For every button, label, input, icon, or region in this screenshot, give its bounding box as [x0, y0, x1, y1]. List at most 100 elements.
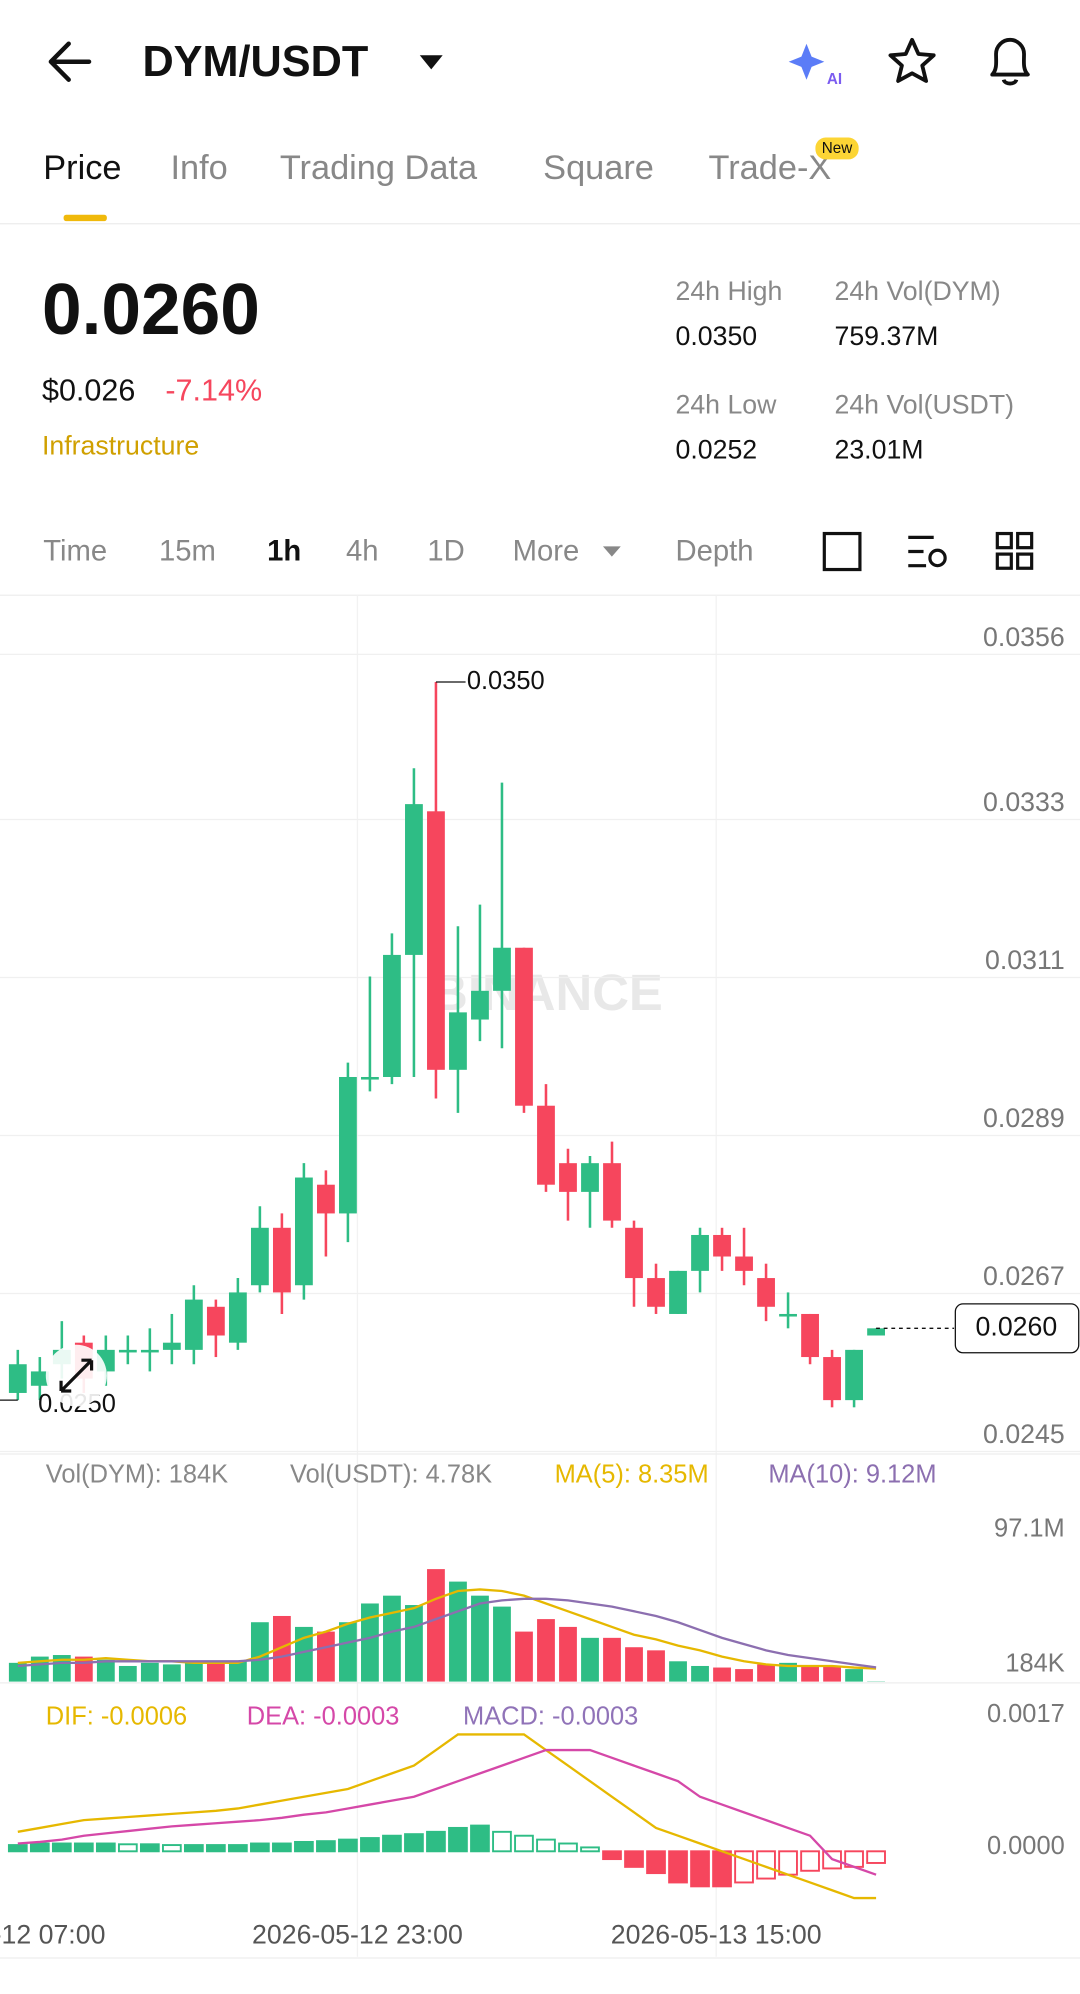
volume-bar	[30, 1656, 49, 1682]
ma10-line	[17, 1597, 877, 1669]
candle-body	[339, 1076, 357, 1214]
candle-body	[537, 1105, 555, 1185]
volume-bar	[228, 1661, 247, 1682]
volume-bar	[757, 1664, 775, 1682]
tab[interactable]: Square	[543, 149, 654, 187]
interval[interactable]: More	[513, 534, 580, 567]
macd-bar	[7, 1844, 28, 1853]
interval-bar: Time 15m 1h 4h 1D More Depth	[43, 534, 753, 567]
stat-label: 24h Vol(USDT)	[834, 389, 1014, 419]
price-tick-label: 0.0289	[983, 1103, 1065, 1133]
dea-line	[17, 1748, 877, 1876]
dif-line	[17, 1733, 877, 1900]
tab-bar: Price Info Trading Data Square Trade-X	[43, 149, 831, 187]
volume-bar	[515, 1631, 533, 1682]
candle-body	[449, 1012, 467, 1070]
macd-bar	[184, 1844, 204, 1853]
indicator-icon[interactable]	[908, 535, 934, 568]
macd-bar	[250, 1842, 270, 1853]
interval[interactable]: 15m	[159, 534, 216, 567]
fullscreen-icon[interactable]	[822, 531, 862, 572]
tab[interactable]: Trade-X	[709, 149, 832, 187]
volume-bar	[735, 1669, 753, 1682]
macd-bar	[514, 1834, 534, 1853]
candle-body	[317, 1184, 335, 1214]
tab[interactable]: Price	[43, 149, 121, 187]
macd-bar	[668, 1850, 688, 1884]
candle-body	[647, 1278, 665, 1307]
macd-bar	[73, 1842, 94, 1853]
candle-body	[140, 1349, 159, 1353]
last-price-label: 0.0260	[976, 1311, 1058, 1341]
stat-value: 23.01M	[834, 434, 923, 464]
grid-icon	[1016, 531, 1034, 550]
tab-indicator	[63, 214, 107, 222]
tab[interactable]: Info	[170, 149, 227, 187]
more-dropdown[interactable]	[602, 546, 621, 557]
volume-bar	[427, 1569, 445, 1682]
candle-body	[691, 1234, 709, 1271]
candle-body	[581, 1163, 599, 1192]
candle-body	[405, 804, 423, 955]
alert-icon[interactable]	[990, 37, 1030, 86]
tab[interactable]: Trading Data	[280, 149, 478, 187]
favorite-icon[interactable]	[888, 37, 936, 83]
candle-body	[228, 1292, 247, 1343]
high-label: 0.0350	[467, 667, 545, 695]
expand-icon	[59, 1358, 94, 1393]
volume-bar	[823, 1665, 841, 1682]
macd-bar	[206, 1844, 226, 1853]
volume-bar	[272, 1615, 291, 1682]
volume-bar	[361, 1603, 379, 1682]
volume-bar	[625, 1647, 643, 1682]
watermark: BINANCE	[431, 964, 663, 1021]
interval[interactable]: Time	[43, 534, 107, 567]
volume-legend: Vol(DYM): 184K	[46, 1461, 228, 1489]
sector-tag[interactable]: Infrastructure	[42, 430, 199, 460]
candle-body	[625, 1227, 643, 1279]
back-button[interactable]	[48, 41, 92, 82]
candle-body	[361, 1076, 379, 1080]
chart: BINANCE 0.0356 0.0333 0.0311 0.0289 0.0267 0.0…	[0, 595, 1080, 1959]
macd-bar	[470, 1824, 490, 1853]
macd-bar	[316, 1840, 336, 1853]
back-icon	[48, 41, 92, 82]
macd-bar	[580, 1846, 600, 1853]
volume-bar	[250, 1622, 269, 1682]
new-badge-bg	[815, 137, 859, 160]
price-tick-label: 0.0245	[983, 1419, 1065, 1449]
interval[interactable]: Depth	[675, 534, 753, 567]
macd-bar	[117, 1843, 138, 1853]
interval[interactable]: 1D	[427, 534, 464, 567]
macd-bar	[426, 1830, 446, 1853]
volume-bar	[317, 1631, 335, 1682]
candle-body	[713, 1234, 731, 1257]
volume-bar	[184, 1662, 203, 1682]
candle-body	[559, 1163, 577, 1192]
macd-bar	[646, 1850, 666, 1875]
candle-body	[184, 1299, 203, 1350]
macd-bar	[492, 1830, 512, 1853]
grid-icon[interactable]	[995, 531, 1013, 550]
volume-bar	[581, 1637, 599, 1682]
ai-icon[interactable]	[788, 43, 825, 80]
pair-title[interactable]: DYM/USDT	[142, 38, 368, 86]
candle-body	[30, 1371, 49, 1386]
candle-body	[779, 1313, 797, 1317]
pair-dropdown[interactable]	[419, 55, 443, 70]
macd-bar	[624, 1850, 644, 1868]
interval[interactable]: 1h	[267, 534, 301, 567]
usd-price: $0.026	[42, 372, 135, 407]
toolbar-icons	[822, 531, 1034, 572]
candle-body	[669, 1270, 687, 1314]
macd-bar	[602, 1850, 622, 1861]
volume-bar	[537, 1619, 555, 1682]
macd-bar	[734, 1850, 754, 1884]
price-tick-label: 0.0333	[983, 787, 1065, 817]
volume-bar	[8, 1662, 27, 1682]
interval[interactable]: 4h	[346, 534, 379, 567]
macd-bar	[558, 1842, 578, 1853]
macd-legend: DEA: -0.0003	[247, 1702, 400, 1730]
macd-bar	[139, 1843, 160, 1853]
